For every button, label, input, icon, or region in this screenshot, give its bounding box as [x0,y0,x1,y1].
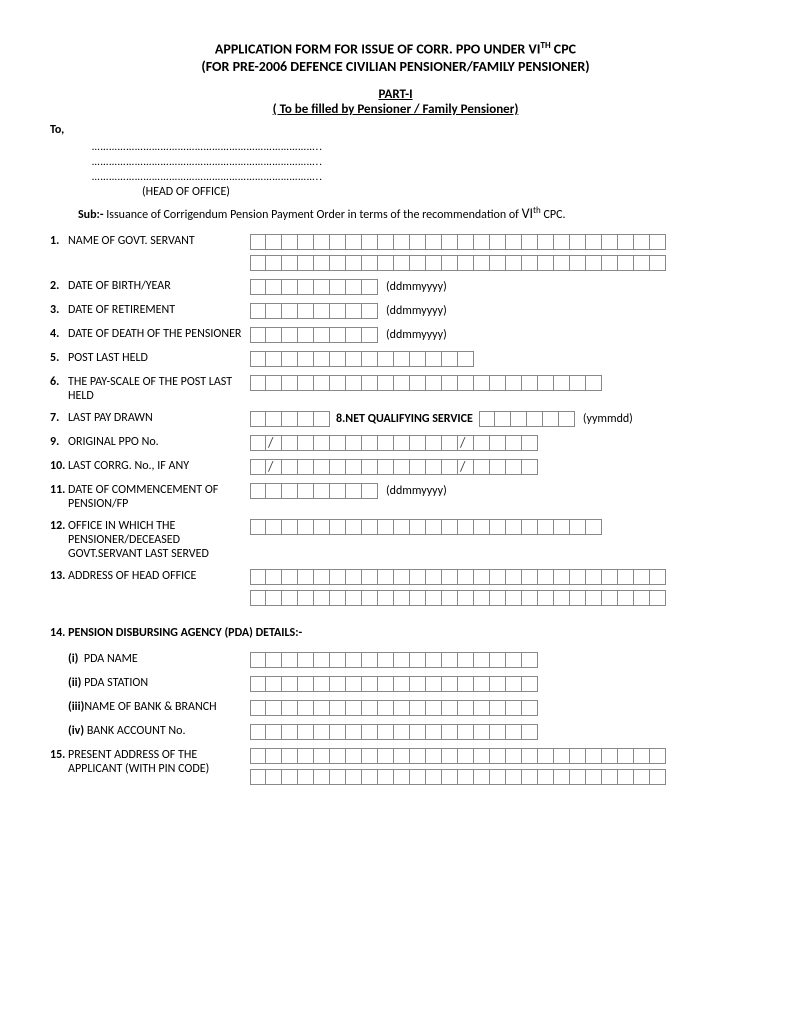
field-pda-name: (i) PDA NAME [68,652,741,668]
field-last-corrg-no: 10. LAST CORRG. No., IF ANY [50,459,741,475]
field-office-last-served: 12. OFFICE IN WHICH THE PENSIONER/DECEAS… [50,519,741,561]
field-label: NAME OF GOVT. SERVANT [68,234,250,248]
field-last-pay-drawn: 7. LAST PAY DRAWN 8.NET QUALIFYING SERVI… [50,411,741,427]
input-boxes[interactable] [250,411,330,427]
input-boxes[interactable] [250,652,538,668]
field-bank-account-no: (iv) BANK ACCOUNT No. [68,724,741,740]
input-boxes[interactable] [250,327,378,343]
input-boxes[interactable] [250,351,474,367]
input-boxes[interactable] [250,590,666,606]
input-boxes[interactable] [250,676,538,692]
address-line[interactable]: …………………………………………………………………….. [92,154,741,169]
input-boxes[interactable] [479,411,575,427]
field-date-of-death: 4. DATE OF DEATH OF THE PENSIONER (ddmmy… [50,327,741,343]
form-subtitle: (FOR PRE-2006 DEFENCE CIVILIAN PENSIONER… [50,58,741,75]
input-boxes[interactable] [250,748,666,764]
format-hint: (ddmmyyyy) [386,484,447,498]
field-date-of-birth: 2. DATE OF BIRTH/YEAR (ddmmyyyy) [50,279,741,295]
field-label: DATE OF BIRTH/YEAR [68,279,250,293]
field-label: (ii) PDA STATION [68,676,250,690]
input-boxes[interactable] [250,700,538,716]
field-label: OFFICE IN WHICH THE PENSIONER/DECEASED G… [68,519,250,561]
input-boxes[interactable] [250,569,666,585]
format-hint: (ddmmyyyy) [386,328,447,342]
field-present-address: 15. PRESENT ADDRESS OF THE APPLICANT (WI… [50,748,741,785]
pda-section-heading: 14. PENSION DISBURSING AGENCY (PDA) DETA… [50,626,741,640]
field-label: (i) PDA NAME [68,652,250,666]
address-line[interactable]: …………………………………………………………………….. [92,139,741,154]
subject-line: Sub:- Issuance of Corrigendum Pension Pa… [78,205,741,222]
format-hint: (ddmmyyyy) [386,280,447,294]
field-bank-branch: (iii)NAME OF BANK & BRANCH [68,700,741,716]
field-label: ADDRESS OF HEAD OFFICE [68,569,250,583]
field-label: PRESENT ADDRESS OF THE APPLICANT (WITH P… [68,748,250,776]
field-label: THE PAY-SCALE OF THE POST LAST HELD [68,375,250,403]
field-label: ORIGINAL PPO No. [68,435,250,449]
field-address-head-office: 13. ADDRESS OF HEAD OFFICE [50,569,741,606]
form-title: APPLICATION FORM FOR ISSUE OF CORR. PPO … [50,40,741,58]
input-boxes[interactable] [250,435,538,451]
addressee-to: To, [50,123,741,137]
input-boxes[interactable] [250,375,602,391]
field-label: LAST CORRG. No., IF ANY [68,459,250,473]
field-post-last-held: 5. POST LAST HELD [50,351,741,367]
field-date-of-commencement: 11. DATE OF COMMENCEMENT OF PENSION/FP (… [50,483,741,511]
address-line[interactable]: …………………………………………………………………….. [92,169,741,184]
input-boxes[interactable] [250,279,378,295]
field-pda-station: (ii) PDA STATION [68,676,741,692]
field-label: POST LAST HELD [68,351,250,365]
input-boxes[interactable] [250,459,538,475]
field-date-of-retirement: 3. DATE OF RETIREMENT (ddmmyyyy) [50,303,741,319]
input-boxes[interactable] [250,303,378,319]
field-label: (iv) BANK ACCOUNT No. [68,724,250,738]
field-net-qualifying-service-label: 8.NET QUALIFYING SERVICE [336,412,473,426]
input-boxes[interactable] [250,255,666,271]
field-label: LAST PAY DRAWN [68,411,250,425]
field-original-ppo-no: 9. ORIGINAL PPO No. [50,435,741,451]
format-hint: (ddmmyyyy) [386,304,447,318]
field-pay-scale: 6. THE PAY-SCALE OF THE POST LAST HELD [50,375,741,403]
head-of-office-label: (HEAD OF OFFICE) [142,185,741,199]
input-boxes[interactable] [250,769,666,785]
format-hint: (yymmdd) [583,412,633,426]
input-boxes[interactable] [250,234,666,250]
field-label: DATE OF RETIREMENT [68,303,250,317]
part-heading: PART-I [50,87,741,102]
input-boxes[interactable] [250,483,378,499]
field-label: DATE OF COMMENCEMENT OF PENSION/FP [68,483,250,511]
input-boxes[interactable] [250,724,538,740]
field-name-of-govt-servant: 1. NAME OF GOVT. SERVANT [50,234,741,271]
field-label: DATE OF DEATH OF THE PENSIONER [68,327,250,341]
part-instruction: ( To be filled by Pensioner / Family Pen… [50,102,741,117]
field-label: (iii)NAME OF BANK & BRANCH [68,700,250,714]
input-boxes[interactable] [250,519,602,535]
